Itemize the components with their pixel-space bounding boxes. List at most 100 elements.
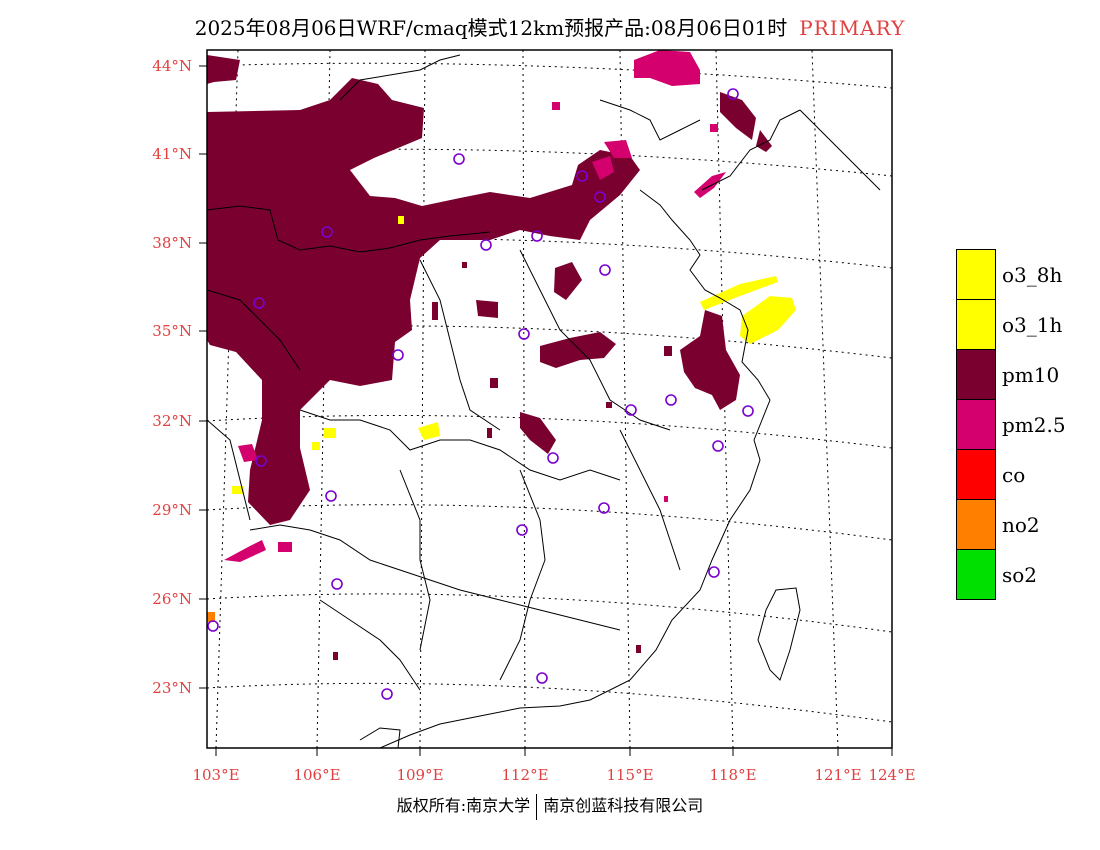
station-marker: [598, 502, 610, 514]
no2-patch: [207, 612, 215, 622]
coastline-and-borders: [207, 54, 881, 748]
legend-item-pm10: pm10: [956, 349, 1059, 400]
lon-label: 121°E: [814, 766, 862, 784]
pm10-north-west-plume: [207, 55, 240, 84]
station-marker: [321, 226, 333, 238]
lat-label: 29°N: [152, 501, 192, 519]
pm10-central-band: [540, 332, 616, 368]
province-borders-12: [207, 289, 301, 371]
legend-label: o3_8h: [1002, 263, 1063, 287]
station-marker: [253, 297, 265, 309]
pm25-hebei: [604, 140, 632, 158]
station-marker: [625, 404, 637, 416]
station-marker: [712, 440, 724, 452]
pm10-main-plume: [207, 78, 640, 525]
legend-label: pm10: [1002, 363, 1060, 387]
station-marker: [536, 672, 548, 684]
pm10-shanxi-patch: [554, 262, 582, 300]
lat-label: 23°N: [152, 679, 192, 697]
province-borders-8: [207, 419, 251, 521]
lon-label: 124°E: [868, 766, 916, 784]
station-marker: [708, 566, 720, 578]
taiwan-outline: [757, 587, 801, 681]
title-text: 2025年08月06日WRF/cmaq模式12km预报产品:08月06日01时: [194, 16, 788, 40]
station-marker: [207, 620, 219, 632]
pm25-areas: [224, 50, 726, 562]
province-borders-11: [599, 99, 701, 141]
map-frame: [206, 49, 893, 749]
pm10-liaoning-patch: [756, 130, 772, 152]
legend-label: pm2.5: [1002, 413, 1066, 437]
copyright-footer: 版权所有:南京大学 南京创蓝科技有限公司: [0, 792, 1100, 820]
province-borders-2: [299, 409, 621, 481]
pm25-liaoning-band: [694, 172, 726, 198]
station-marker: [381, 688, 393, 700]
province-borders-4: [419, 259, 501, 431]
pm25-sichuan: [238, 444, 258, 462]
province-borders-3: [249, 524, 621, 631]
legend-swatch: [956, 249, 996, 300]
legend-item-co: co: [956, 449, 1025, 500]
station-marker: [480, 239, 492, 251]
pm10-hubei-patch: [520, 412, 556, 454]
coastline-liaodong: [701, 109, 801, 191]
legend-swatch: [956, 549, 996, 600]
pm10-east-china-plume: [680, 310, 740, 410]
map-title: 2025年08月06日WRF/cmaq模式12km预报产品:08月06日01时 P…: [0, 12, 1100, 41]
lat-label: 26°N: [152, 590, 192, 608]
o3-yellow-sea-large: [740, 296, 796, 344]
station-marker: [392, 349, 404, 361]
pm25-beijing: [592, 156, 614, 180]
monitoring-stations: [207, 88, 754, 700]
copyright-left: 版权所有:南京大学: [396, 796, 531, 815]
province-borders-7: [619, 429, 681, 571]
legend-item-o3-1h: o3_1h: [956, 299, 1062, 350]
station-marker: [665, 394, 677, 406]
legend-label: co: [1002, 463, 1026, 487]
station-marker: [576, 170, 588, 182]
legend-swatch: [956, 449, 996, 500]
o3-areas: [232, 216, 796, 494]
legend-swatch: [956, 299, 996, 350]
legend-item-o3-8h: o3_8h: [956, 249, 1062, 300]
province-borders-13: [319, 599, 421, 691]
pm10-northeast-patch: [720, 92, 756, 140]
province-borders-9: [399, 469, 431, 651]
lon-label: 115°E: [606, 766, 654, 784]
legend-label: no2: [1002, 513, 1040, 537]
legend-item-pm25: pm2.5: [956, 399, 1066, 450]
station-marker: [516, 524, 528, 536]
legend-swatch: [956, 499, 996, 550]
hainan-outline: [359, 727, 401, 748]
korea-coast: [799, 109, 881, 191]
province-borders-6: [499, 469, 546, 681]
station-marker: [453, 153, 465, 165]
pollutant-legend: o3_8h o3_1h pm10 pm2.5 co no2 so2: [956, 249, 1066, 600]
legend-item-so2: so2: [956, 549, 1037, 600]
province-borders-10: [339, 54, 461, 101]
lon-label: 118°E: [709, 766, 757, 784]
pm10-areas: [207, 55, 772, 660]
pm25-inner-mongolia: [634, 50, 700, 86]
station-marker: [518, 328, 530, 340]
lat-label: 41°N: [152, 145, 192, 163]
o3-hubei-west: [418, 422, 440, 440]
coastline-bohai: [379, 189, 771, 748]
station-marker: [727, 88, 739, 100]
copyright-right: 南京创蓝科技有限公司: [543, 796, 704, 815]
lat-label: 38°N: [152, 234, 192, 252]
o3-shandong-band: [700, 276, 778, 310]
station-marker: [331, 578, 343, 590]
footer-separator: [536, 793, 538, 820]
lat-label: 32°N: [152, 412, 192, 430]
lon-label: 112°E: [501, 766, 549, 784]
station-marker: [325, 490, 337, 502]
station-marker: [547, 452, 559, 464]
legend-swatch: [956, 399, 996, 450]
lat-label: 44°N: [152, 57, 192, 75]
pm25-yunnan-band: [224, 540, 266, 562]
lon-label: 103°E: [192, 766, 240, 784]
primary-tag: PRIMARY: [799, 16, 906, 40]
station-marker: [742, 405, 754, 417]
